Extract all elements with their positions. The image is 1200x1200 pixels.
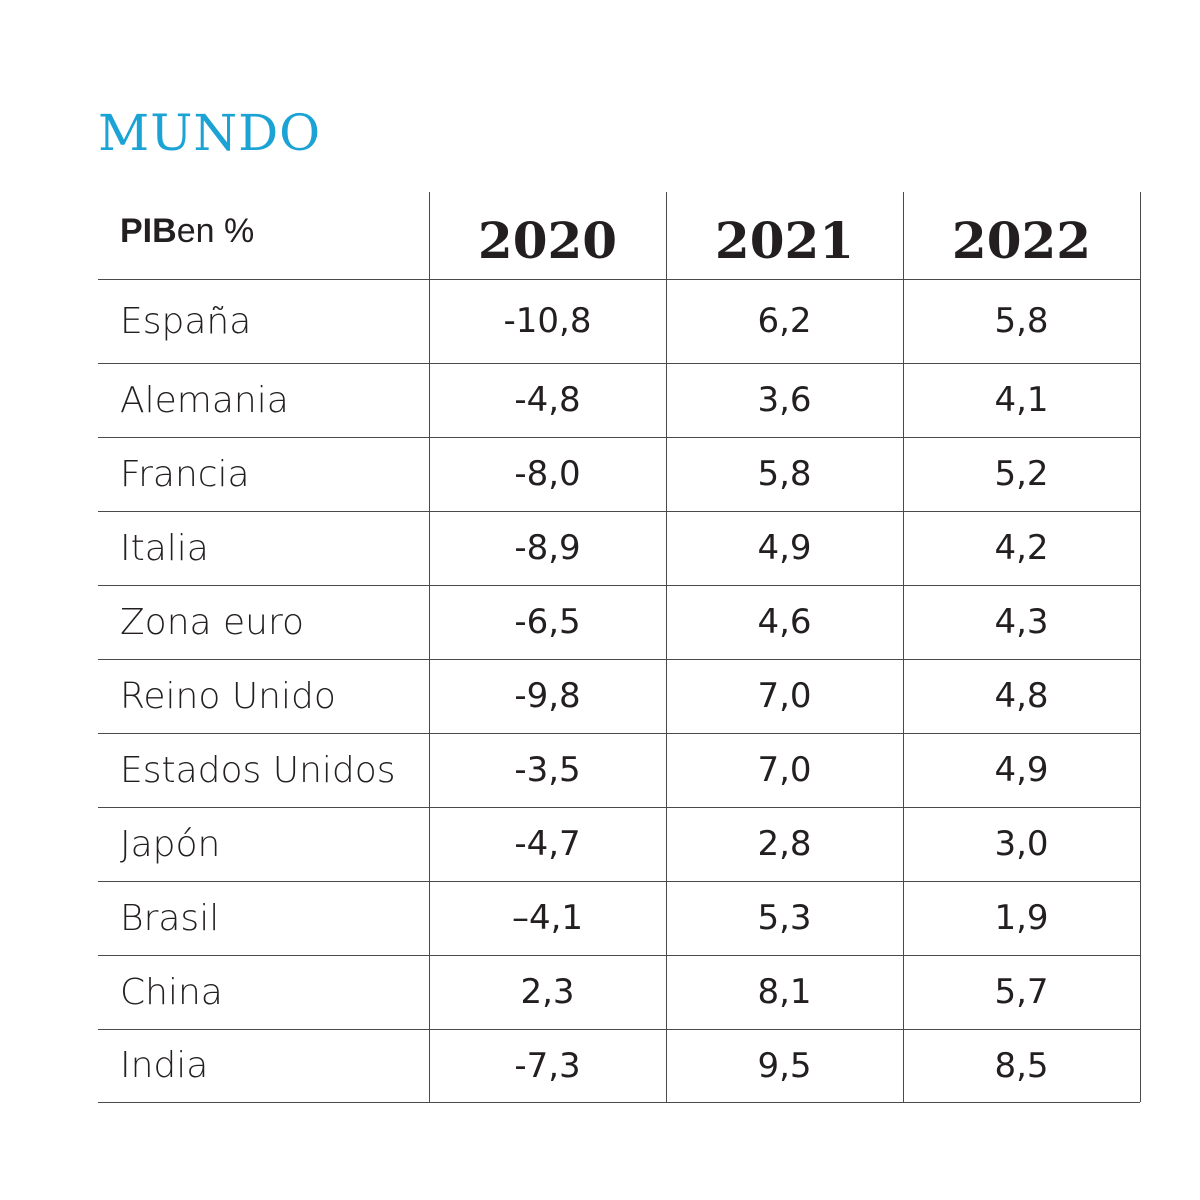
- value-japón-2022: 3,0: [994, 824, 1049, 864]
- country-label-francia: Francia: [120, 453, 250, 495]
- value-japón-2021: 2,8: [757, 824, 812, 864]
- country-label-reino-unido: Reino Unido: [120, 675, 336, 717]
- value-italia-2022: 4,2: [994, 528, 1049, 568]
- row-divider: [98, 363, 1140, 364]
- pib-header: PIB en %: [98, 192, 429, 279]
- column-divider: [429, 192, 430, 1102]
- pib-header-unit: en %: [176, 212, 255, 250]
- row-divider: [98, 511, 1140, 512]
- value-estados-unidos-2020: -3,5: [514, 750, 581, 790]
- row-divider: [98, 955, 1140, 956]
- row-divider: [98, 807, 1140, 808]
- value-francia-2022: 5,2: [994, 454, 1049, 494]
- value-italia-2020: -8,9: [514, 528, 581, 568]
- row-divider: [98, 585, 1140, 586]
- row-divider: [98, 437, 1140, 438]
- value-estados-unidos-2022: 4,9: [994, 750, 1049, 790]
- column-divider: [666, 192, 667, 1102]
- country-label-japón: Japón: [120, 823, 221, 865]
- year-header-2022: 2022: [951, 211, 1092, 270]
- year-header-2020: 2020: [477, 211, 618, 270]
- country-label-brasil: Brasil: [120, 897, 220, 939]
- page-title: MUNDO: [98, 104, 322, 162]
- value-reino-unido-2021: 7,0: [757, 676, 812, 716]
- value-india-2022: 8,5: [994, 1045, 1049, 1086]
- country-label-alemania: Alemania: [120, 379, 289, 421]
- value-estados-unidos-2021: 7,0: [757, 750, 812, 790]
- row-divider: [98, 1102, 1140, 1103]
- value-brasil-2022: 1,9: [994, 898, 1049, 938]
- value-japón-2020: -4,7: [514, 824, 581, 864]
- country-label-españa: España: [120, 300, 252, 342]
- country-label-china: China: [120, 971, 223, 1013]
- value-brasil-2020: –4,1: [511, 898, 584, 938]
- value-italia-2021: 4,9: [757, 528, 812, 568]
- value-españa-2021: 6,2: [757, 301, 812, 341]
- year-header-2021: 2021: [714, 211, 855, 270]
- value-españa-2020: -10,8: [503, 301, 592, 341]
- country-label-italia: Italia: [120, 527, 209, 569]
- country-label-india: India: [120, 1045, 209, 1086]
- value-reino-unido-2022: 4,8: [994, 676, 1049, 716]
- value-francia-2020: -8,0: [514, 454, 581, 494]
- row-divider: [98, 881, 1140, 882]
- value-alemania-2020: -4,8: [514, 380, 581, 420]
- value-china-2020: 2,3: [520, 972, 575, 1012]
- value-china-2022: 5,7: [994, 972, 1049, 1012]
- row-divider: [98, 1029, 1140, 1030]
- value-zona-euro-2022: 4,3: [994, 602, 1049, 642]
- gdp-table: PIB en % 2020 2021 2022 España -10,8 6,2 5,8 Ale…: [98, 192, 1141, 1104]
- country-label-estados-unidos: Estados Unidos: [120, 749, 396, 791]
- value-alemania-2021: 3,6: [757, 380, 812, 420]
- value-brasil-2021: 5,3: [757, 898, 812, 938]
- value-zona-euro-2021: 4,6: [757, 602, 812, 642]
- row-divider: [98, 733, 1140, 734]
- value-españa-2022: 5,8: [994, 301, 1049, 341]
- value-alemania-2022: 4,1: [994, 380, 1049, 420]
- column-divider: [1140, 192, 1141, 1102]
- row-divider: [98, 659, 1140, 660]
- value-reino-unido-2020: -9,8: [514, 676, 581, 716]
- column-divider: [903, 192, 904, 1102]
- value-india-2021: 9,5: [757, 1045, 812, 1086]
- value-francia-2021: 5,8: [757, 454, 812, 494]
- row-divider: [98, 279, 1140, 280]
- value-india-2020: -7,3: [514, 1045, 581, 1086]
- pib-header-bold: PIB: [120, 212, 177, 250]
- value-zona-euro-2020: -6,5: [514, 602, 581, 642]
- country-label-zona-euro: Zona euro: [120, 601, 305, 643]
- value-china-2021: 8,1: [757, 972, 812, 1012]
